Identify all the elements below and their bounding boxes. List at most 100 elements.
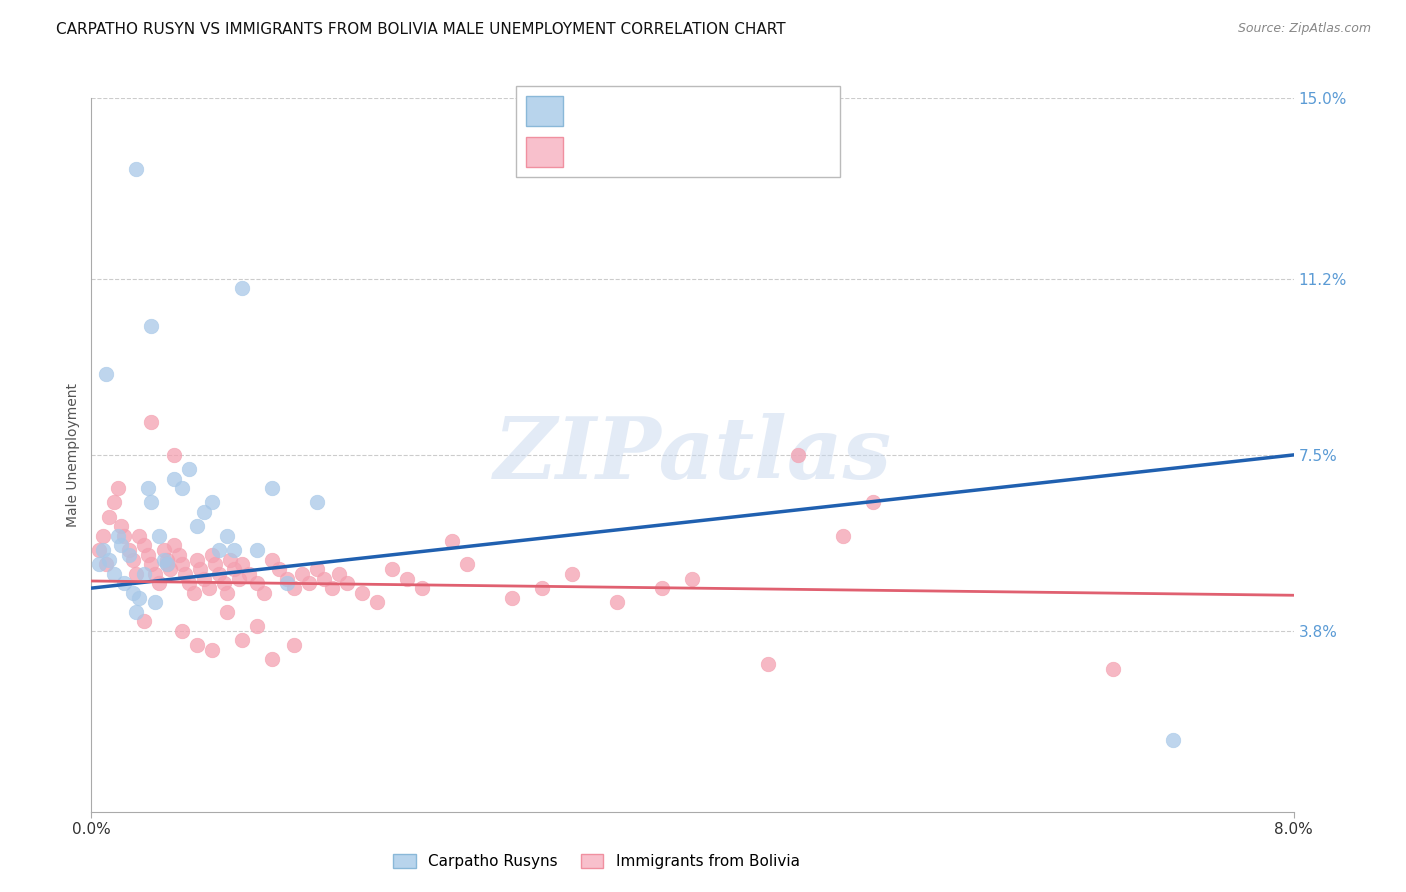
Point xyxy=(96,367,118,381)
Point xyxy=(651,581,673,595)
Point xyxy=(128,529,150,543)
Point xyxy=(260,481,283,495)
Text: 36: 36 xyxy=(738,103,759,118)
Point xyxy=(197,581,219,595)
Point xyxy=(125,566,148,581)
Point xyxy=(314,572,336,586)
Point xyxy=(128,591,150,605)
Point xyxy=(328,566,350,581)
Point xyxy=(125,605,148,619)
Point xyxy=(141,495,163,509)
Text: 83: 83 xyxy=(738,144,759,158)
Point xyxy=(183,586,205,600)
Point xyxy=(193,505,215,519)
Point xyxy=(456,558,478,572)
Point xyxy=(155,552,177,566)
Point xyxy=(411,581,433,595)
Point xyxy=(606,595,628,609)
Text: R =: R = xyxy=(572,103,610,118)
Text: R =: R = xyxy=(572,144,606,158)
Point xyxy=(246,543,269,558)
Point xyxy=(321,581,343,595)
Point xyxy=(381,562,404,576)
Point xyxy=(87,543,110,558)
Point xyxy=(305,562,328,576)
Point xyxy=(831,529,853,543)
Point xyxy=(291,566,314,581)
Point xyxy=(132,615,155,629)
Point xyxy=(440,533,463,548)
Point xyxy=(201,548,224,562)
Point xyxy=(269,562,291,576)
Point xyxy=(215,529,238,543)
Point xyxy=(148,529,170,543)
Point xyxy=(276,576,298,591)
Point xyxy=(350,586,373,600)
Point xyxy=(395,572,418,586)
Point xyxy=(561,566,583,581)
Point xyxy=(107,481,129,495)
Point xyxy=(110,538,132,552)
Point xyxy=(224,543,246,558)
Point xyxy=(170,481,193,495)
Text: -0.025: -0.025 xyxy=(606,144,661,158)
Point xyxy=(1161,733,1184,747)
Point xyxy=(143,595,166,609)
Point xyxy=(143,566,166,581)
Point xyxy=(246,619,269,633)
Point xyxy=(138,481,160,495)
Point xyxy=(163,448,186,462)
Point xyxy=(96,558,118,572)
Point xyxy=(246,576,269,591)
Point xyxy=(138,548,160,562)
FancyBboxPatch shape xyxy=(516,86,841,178)
Point xyxy=(107,529,129,543)
Point xyxy=(118,543,141,558)
Point xyxy=(188,562,211,576)
Point xyxy=(366,595,388,609)
Point xyxy=(173,566,195,581)
Point xyxy=(501,591,523,605)
Point xyxy=(177,576,200,591)
Point xyxy=(132,538,155,552)
Point xyxy=(122,552,145,566)
Point xyxy=(231,558,253,572)
Point xyxy=(163,538,186,552)
Point xyxy=(93,529,115,543)
Point xyxy=(283,638,305,652)
Point xyxy=(305,495,328,509)
Point xyxy=(215,586,238,600)
Point xyxy=(193,572,215,586)
Point xyxy=(103,495,125,509)
Point xyxy=(122,586,145,600)
Text: 0.130: 0.130 xyxy=(613,103,661,118)
Point xyxy=(98,509,121,524)
Point xyxy=(201,495,224,509)
Point xyxy=(756,657,779,672)
Point xyxy=(141,415,163,429)
Point xyxy=(177,462,200,476)
Point xyxy=(118,548,141,562)
Point xyxy=(167,548,190,562)
Point xyxy=(186,519,208,533)
Text: Source: ZipAtlas.com: Source: ZipAtlas.com xyxy=(1237,22,1371,36)
Point xyxy=(218,552,240,566)
Point xyxy=(114,529,136,543)
Point xyxy=(531,581,554,595)
Point xyxy=(336,576,359,591)
Point xyxy=(103,566,125,581)
Point xyxy=(212,576,235,591)
Point xyxy=(186,552,208,566)
Point xyxy=(260,552,283,566)
Point xyxy=(159,562,181,576)
FancyBboxPatch shape xyxy=(526,137,562,167)
Point xyxy=(260,652,283,666)
Point xyxy=(228,572,250,586)
Point xyxy=(253,586,276,600)
Point xyxy=(276,572,298,586)
Point xyxy=(98,552,121,566)
Point xyxy=(155,558,177,572)
Point xyxy=(283,581,305,595)
Point xyxy=(231,281,253,295)
Point xyxy=(163,472,186,486)
